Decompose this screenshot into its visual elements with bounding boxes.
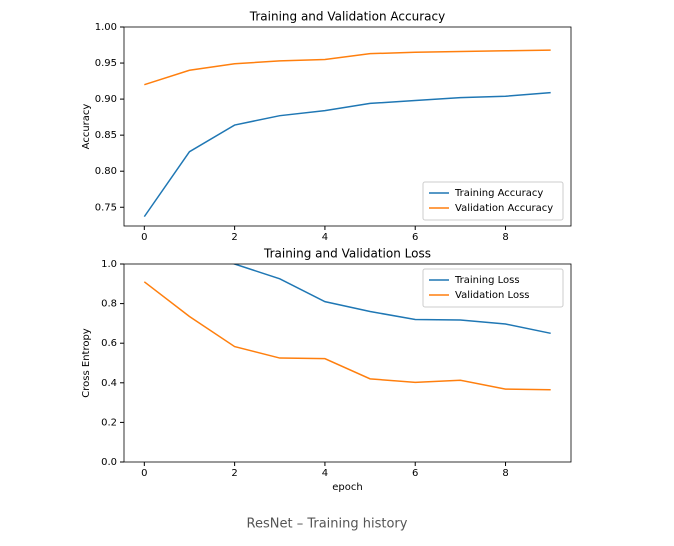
y-tick-label: 0.95 [95, 58, 117, 69]
plot-frame [123, 263, 572, 463]
chart-title: Training and Validation Accuracy [249, 10, 445, 24]
y-axis-label: Accuracy [81, 104, 92, 150]
y-tick-label: 0.90 [95, 94, 117, 105]
chart-title: Training and Validation Loss [263, 247, 431, 261]
y-tick-label: 0.0 [101, 457, 117, 468]
x-tick-label: 0 [141, 468, 147, 479]
caption: ResNet – Training history [247, 517, 408, 532]
x-tick-label: 2 [231, 468, 237, 479]
legend-label: Training Loss [454, 275, 520, 286]
y-tick-label: 0.80 [95, 166, 117, 177]
x-axis-label: epoch [332, 482, 362, 493]
x-tick-label: 4 [322, 232, 328, 243]
x-tick-label: 6 [412, 232, 418, 243]
data-line [232, 264, 551, 335]
x-tick-label: 8 [502, 468, 508, 479]
y-tick-label: 0.2 [101, 417, 117, 428]
y-tick-label: 0.75 [95, 202, 117, 213]
x-tick-label: 2 [231, 232, 237, 243]
y-tick-label: 0.4 [101, 378, 117, 389]
x-tick-label: 4 [322, 468, 328, 479]
legend-label: Training Accuracy [454, 188, 543, 199]
y-tick-label: 1.0 [101, 259, 117, 270]
data-line [143, 91, 551, 218]
legend-box [422, 268, 564, 308]
y-tick-label: 1.00 [95, 22, 117, 33]
data-line [144, 49, 551, 86]
data-line [143, 281, 551, 391]
legend-box [422, 181, 564, 221]
legend-label: Validation Loss [455, 290, 530, 301]
y-tick-label: 0.85 [95, 130, 117, 141]
y-tick-label: 0.8 [101, 299, 117, 310]
plot-frame [123, 26, 572, 227]
y-tick-label: 0.6 [101, 338, 117, 349]
x-tick-label: 8 [502, 232, 508, 243]
x-tick-label: 6 [412, 468, 418, 479]
x-tick-label: 0 [141, 232, 147, 243]
legend-label: Validation Accuracy [455, 203, 553, 214]
y-axis-label: Cross Entropy [81, 328, 92, 398]
